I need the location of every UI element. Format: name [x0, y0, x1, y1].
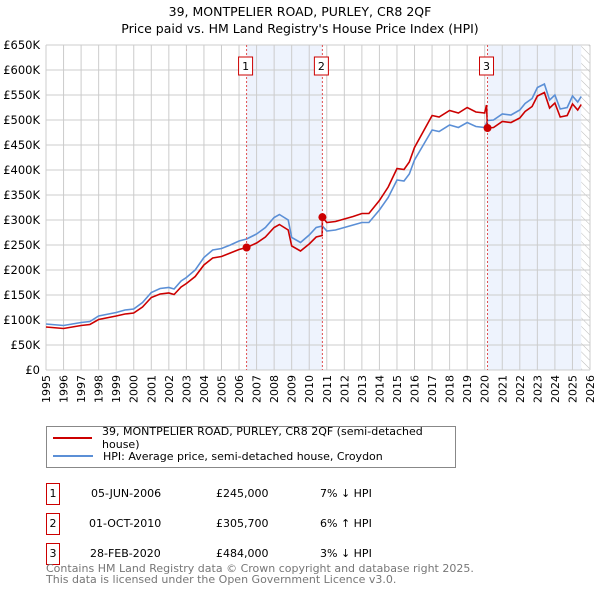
- sale-point: [242, 243, 251, 252]
- sale-number: 2: [46, 513, 60, 535]
- x-tick-label: 2007: [251, 375, 264, 403]
- x-tick-label: 2002: [163, 375, 176, 403]
- legend-item-hpi: HPI: Average price, semi-detached house,…: [53, 447, 383, 465]
- footer-licence: This data is licensed under the Open Gov…: [46, 573, 397, 586]
- x-tick-label: 2009: [286, 375, 299, 403]
- x-tick-label: 2021: [496, 375, 509, 403]
- x-tick-label: 2015: [391, 375, 404, 403]
- sale-number: 3: [46, 543, 60, 565]
- sale-label: 1: [242, 60, 249, 73]
- x-tick-label: 1999: [110, 375, 123, 403]
- footer-copyright: Contains HM Land Registry data © Crown c…: [46, 562, 474, 575]
- shaded-period: [487, 45, 582, 370]
- y-tick-label: £250K: [3, 238, 40, 252]
- x-tick-label: 2001: [145, 375, 158, 403]
- x-tick-label: 2011: [321, 375, 334, 403]
- x-tick-label: 1997: [75, 375, 88, 403]
- y-tick-label: £600K: [3, 63, 40, 77]
- series-line: [45, 82, 582, 327]
- table-row: 1 05-JUN-2006 £245,000 7% ↓ HPI: [46, 483, 446, 505]
- x-tick-label: 2010: [303, 375, 316, 403]
- shaded-period: [246, 45, 323, 370]
- y-tick-label: £150K: [3, 288, 40, 302]
- y-tick-label: £400K: [3, 163, 40, 177]
- legend-label: HPI: Average price, semi-detached house,…: [103, 449, 383, 463]
- sale-price: £305,700: [216, 517, 269, 530]
- x-tick-label: 2017: [426, 375, 439, 403]
- y-tick-label: £300K: [3, 213, 40, 227]
- sale-point: [483, 124, 492, 132]
- sale-price: £245,000: [216, 487, 269, 500]
- x-tick-label: 2020: [479, 375, 492, 403]
- y-tick-label: £500K: [3, 113, 40, 127]
- legend: 39, MONTPELIER ROAD, PURLEY, CR8 2QF (se…: [46, 425, 456, 468]
- chart-title: 39, MONTPELIER ROAD, PURLEY, CR8 2QF: [168, 4, 432, 19]
- x-tick-label: 2022: [514, 375, 527, 403]
- x-tick-label: 2005: [215, 375, 228, 403]
- sale-price: £484,000: [216, 547, 269, 560]
- sale-label: 3: [483, 60, 490, 73]
- legend-swatch-red: [53, 437, 93, 439]
- x-tick-label: 2024: [549, 375, 562, 403]
- y-tick-label: £550K: [3, 88, 40, 102]
- y-tick-label: £0: [25, 363, 40, 377]
- sale-hpi-diff: 3% ↓ HPI: [320, 547, 372, 560]
- legend-swatch-blue: [53, 455, 93, 457]
- sale-label-box: [238, 56, 254, 76]
- x-tick-label: 2014: [373, 375, 386, 403]
- x-tick-label: 2013: [356, 375, 369, 403]
- series-line: [45, 91, 582, 330]
- y-tick-label: £650K: [3, 38, 40, 52]
- x-tick-label: 2018: [444, 375, 457, 403]
- sale-date: 01-OCT-2010: [89, 517, 162, 530]
- x-tick-label: 2004: [198, 375, 211, 403]
- chart-subtitle: Price paid vs. HM Land Registry's House …: [121, 21, 479, 36]
- x-tick-label: 1998: [93, 375, 106, 403]
- sale-number: 1: [46, 483, 60, 505]
- y-tick-label: £350K: [3, 188, 40, 202]
- x-tick-label: 1995: [40, 375, 53, 403]
- y-tick-label: £50K: [11, 338, 41, 352]
- sale-label-box: [313, 56, 329, 76]
- x-tick-label: 1996: [58, 375, 71, 403]
- table-row: 2 01-OCT-2010 £305,700 6% ↑ HPI: [46, 513, 446, 535]
- price-chart: 1995 1996 1997 1998 1999 2000 2001 2002 2003 2004…: [3, 38, 597, 403]
- x-tick-label: 2008: [268, 375, 281, 403]
- y-tick-label: £100K: [3, 313, 40, 327]
- x-tick-label: 2000: [128, 375, 141, 403]
- sale-label-box: [479, 56, 495, 76]
- y-tick-label: £450K: [3, 138, 40, 152]
- table-row: 3 28-FEB-2020 £484,000 3% ↓ HPI: [46, 543, 446, 565]
- sale-hpi-diff: 7% ↓ HPI: [320, 487, 372, 500]
- x-tick-label: 2019: [461, 375, 474, 403]
- x-tick-label: 2012: [338, 375, 351, 403]
- x-tick-label: 2006: [233, 375, 246, 403]
- sale-date: 05-JUN-2006: [91, 487, 162, 500]
- sale-point: [318, 213, 327, 222]
- y-tick-label: £200K: [3, 263, 40, 277]
- x-tick-label: 2003: [180, 375, 193, 403]
- x-tick-label: 2023: [531, 375, 544, 403]
- x-tick-label: 2016: [409, 375, 422, 403]
- legend-label: 39, MONTPELIER ROAD, PURLEY, CR8 2QF (se…: [102, 425, 423, 451]
- sale-hpi-diff: 6% ↑ HPI: [320, 517, 372, 530]
- sale-date: 28-FEB-2020: [90, 547, 161, 560]
- forecast-hatch: [581, 45, 590, 370]
- x-tick-label: 2026: [584, 375, 597, 403]
- legend-item-property: 39, MONTPELIER ROAD, PURLEY, CR8 2QF (se…: [53, 425, 455, 451]
- sale-label: 2: [318, 60, 325, 73]
- x-tick-label: 2025: [566, 375, 579, 403]
